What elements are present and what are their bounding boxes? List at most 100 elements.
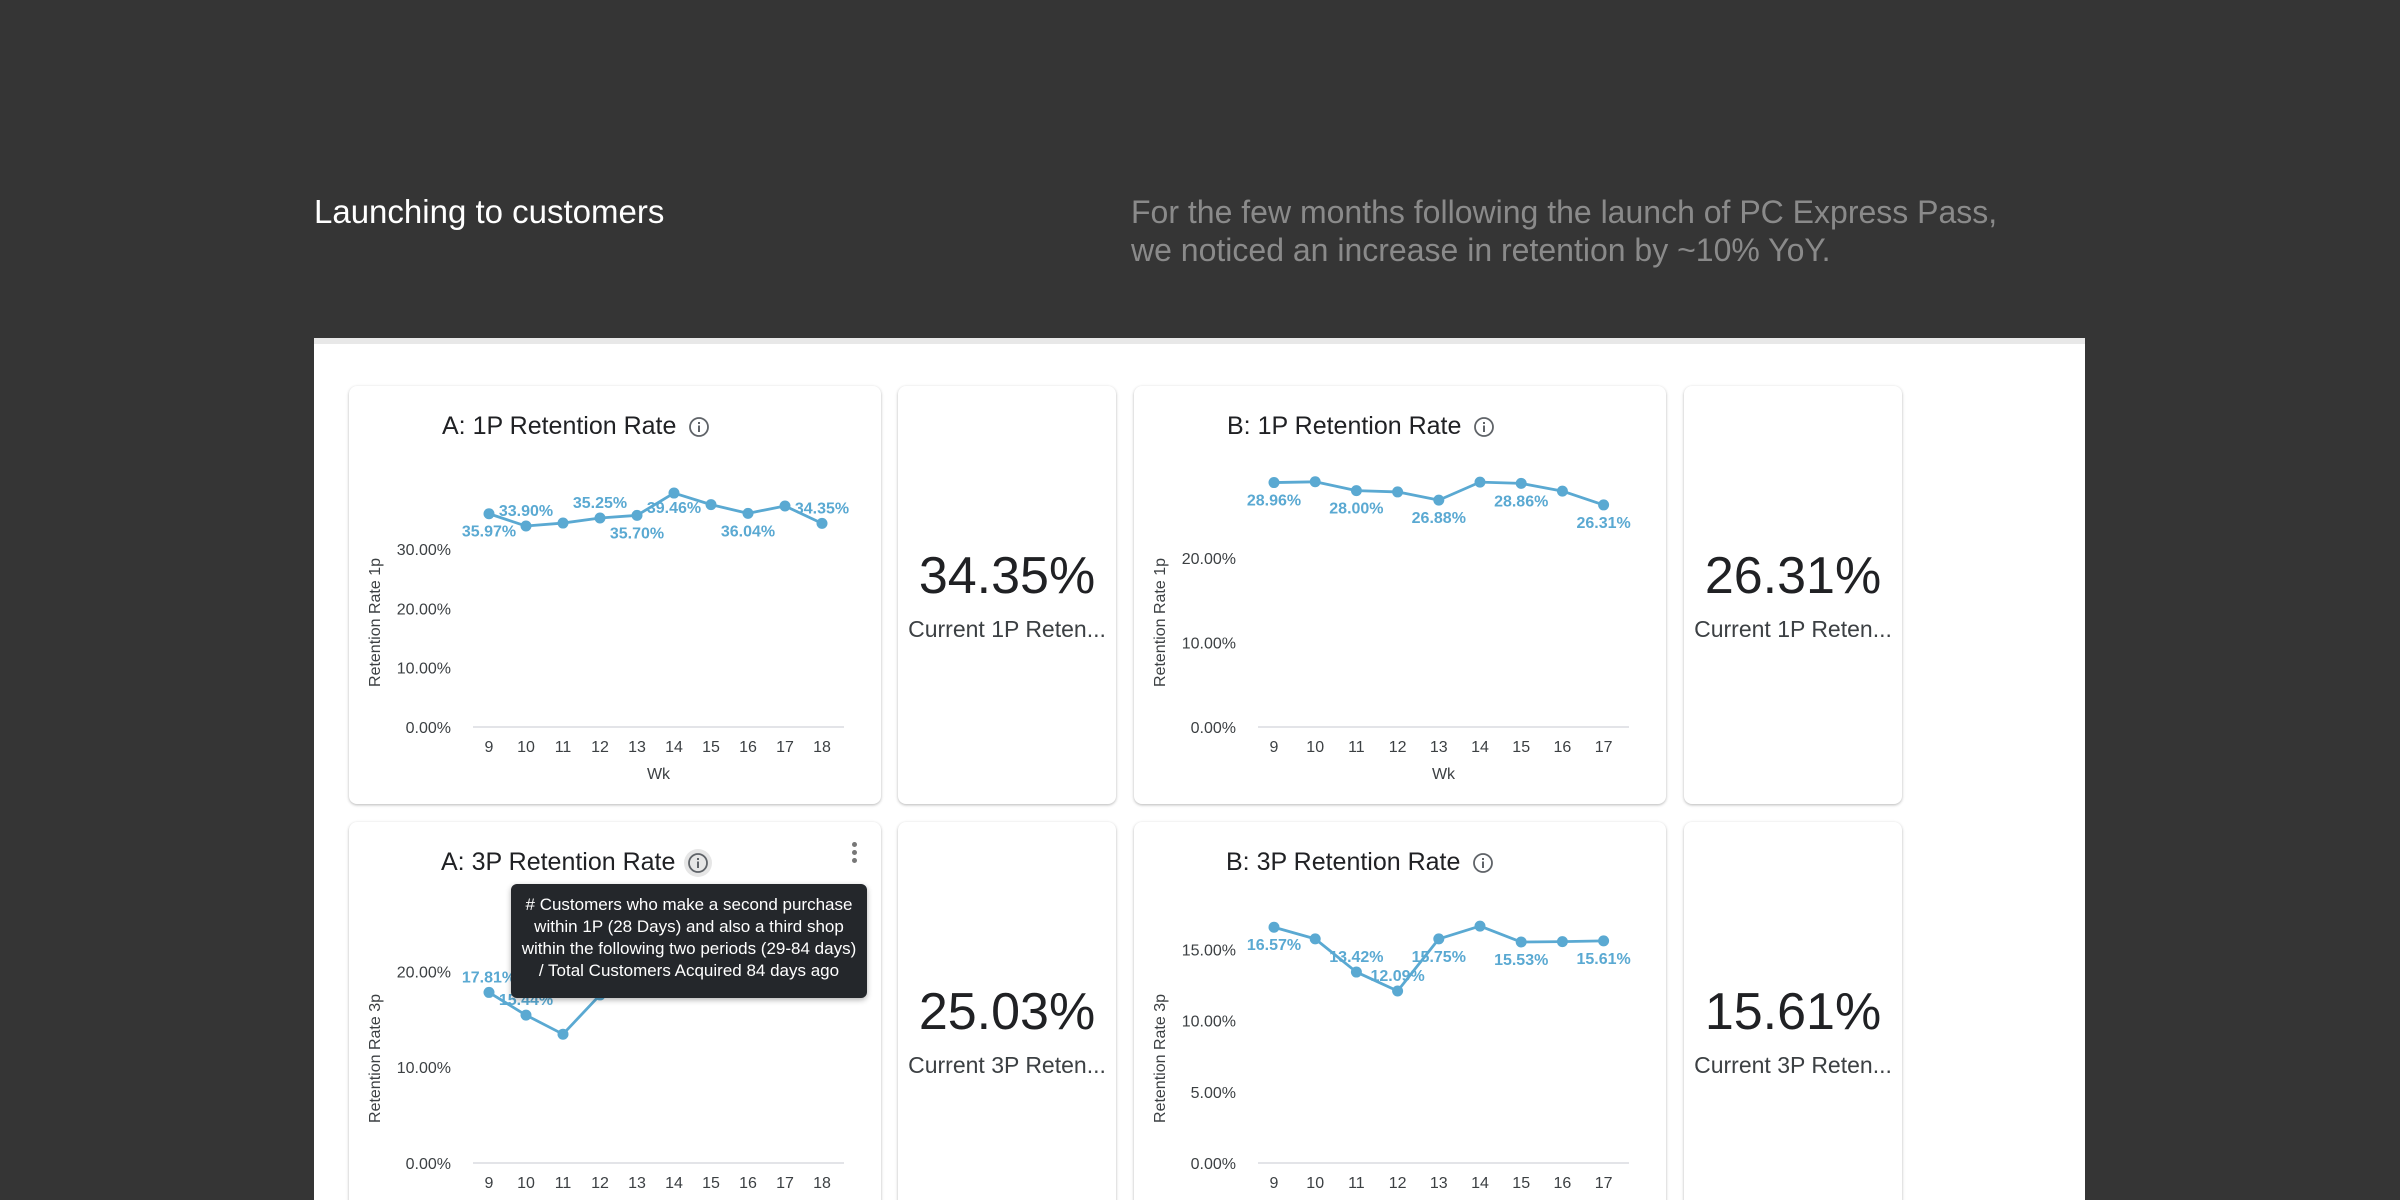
info-icon[interactable]	[684, 848, 713, 877]
x-tick-label: 12	[591, 739, 609, 756]
x-tick-label: 17	[1595, 1175, 1613, 1192]
x-tick-label: 11	[1348, 1175, 1365, 1192]
kpi-card-a-1p[interactable]: 34.35% Current 1P Reten...	[898, 386, 1116, 804]
data-label: 28.00%	[1329, 501, 1383, 518]
x-tick-label: 13	[628, 1175, 646, 1192]
data-label: 15.61%	[1576, 951, 1630, 968]
chart-title-b-1p: B: 1P Retention Rate	[1227, 412, 1495, 441]
y-tick-label: 0.00%	[406, 720, 451, 737]
data-point	[1268, 921, 1280, 933]
data-point	[520, 520, 532, 532]
x-tick-label: 9	[1270, 1175, 1279, 1192]
data-point	[1309, 933, 1321, 945]
data-point	[557, 517, 569, 529]
data-label: 15.75%	[1412, 949, 1466, 966]
data-point	[1474, 920, 1486, 932]
tooltip-line: within the following two periods (29-84 …	[521, 939, 857, 958]
x-tick-label: 11	[1348, 739, 1365, 756]
data-label: 16.57%	[1247, 937, 1301, 954]
x-tick-label: 10	[517, 739, 535, 756]
x-tick-label: 16	[739, 1175, 757, 1192]
x-tick-label: 13	[1430, 739, 1448, 756]
x-tick-label: 13	[1430, 1175, 1448, 1192]
x-tick-label: 10	[1306, 739, 1324, 756]
data-point	[1309, 476, 1321, 488]
chart-title-text: A: 3P Retention Rate	[441, 848, 676, 876]
chart-card-a-1p[interactable]: A: 1P Retention Rate 0.00% 10.00% 20.00% 30…	[349, 386, 881, 804]
data-label: 28.86%	[1494, 493, 1548, 510]
x-tick-label: 12	[1389, 739, 1407, 756]
data-point	[1556, 936, 1568, 948]
x-tick-label: 14	[665, 739, 683, 756]
line-chart-a-3p[interactable]: 0.00% 10.00% 20.00% 9 10 11 12 13 14 15 16 17 18 Rete…	[349, 822, 881, 1200]
data-point	[1268, 477, 1280, 489]
x-tick-label: 15	[702, 739, 720, 756]
x-tick-label: 11	[555, 739, 572, 756]
y-axis-title: Retention Rate 1p	[1152, 558, 1169, 687]
x-tick-label: 12	[591, 1175, 609, 1192]
series-line	[488, 491, 823, 528]
y-tick-label: 20.00%	[397, 601, 451, 618]
data-point	[483, 508, 495, 520]
data-label: 12.09%	[1370, 968, 1424, 985]
x-tick-label: 15	[1512, 1175, 1530, 1192]
line-chart-b-3p[interactable]: 0.00% 5.00% 10.00% 15.00% 9 10 11 12 13 14 15 16 17 R…	[1134, 822, 1666, 1200]
data-label: 33.90%	[499, 503, 553, 520]
x-tick-label: 12	[1389, 1175, 1407, 1192]
kpi-label: Current 1P Reten...	[1694, 616, 1892, 642]
info-icon[interactable]	[688, 416, 710, 438]
data-point	[1474, 476, 1486, 488]
tooltip-line: # Customers who make a second purchase	[525, 895, 853, 914]
x-tick-label: 18	[813, 1175, 831, 1192]
y-tick-label: 0.00%	[1191, 1156, 1236, 1173]
tooltip-line: within 1P (28 Days) and also a third sho…	[534, 917, 844, 936]
kpi-value: 26.31%	[1704, 547, 1882, 605]
x-tick-label: 9	[1270, 739, 1279, 756]
kpi-card-a-3p[interactable]: 25.03% Current 3P Reten...	[898, 822, 1116, 1200]
y-axis-title: Retention Rate 3p	[367, 994, 384, 1123]
data-point	[557, 1028, 569, 1040]
x-tick-label: 15	[702, 1175, 720, 1192]
x-tick-label: 16	[739, 739, 757, 756]
kpi-value: 34.35%	[918, 547, 1096, 605]
data-point	[1392, 486, 1404, 498]
data-point	[1515, 477, 1527, 489]
data-point	[1598, 935, 1610, 947]
chart-card-b-1p[interactable]: B: 1P Retention Rate 0.00% 10.00% 20.00% 9 1…	[1134, 386, 1666, 804]
kpi-label: Current 3P Reten...	[908, 1052, 1106, 1078]
data-point	[779, 500, 791, 512]
description-line-1: For the few months following the launch …	[1131, 194, 1998, 230]
data-point	[1515, 936, 1527, 948]
data-point	[1598, 499, 1610, 511]
info-icon[interactable]	[1472, 852, 1494, 874]
data-point	[1556, 485, 1568, 497]
kpi-card-b-3p[interactable]: 15.61% Current 3P Reten...	[1684, 822, 1902, 1200]
slide-title: Launching to customers	[314, 193, 665, 230]
data-label: 36.04%	[721, 523, 775, 540]
y-tick-label: 20.00%	[397, 964, 451, 981]
data-point	[1433, 933, 1445, 945]
data-label: 35.97%	[462, 524, 516, 541]
kpi-value: 25.03%	[918, 983, 1096, 1041]
x-tick-label: 14	[665, 1175, 683, 1192]
data-point	[742, 507, 754, 519]
info-icon[interactable]	[1473, 416, 1495, 438]
data-point	[631, 509, 643, 521]
line-chart-b-1p[interactable]: 0.00% 10.00% 20.00% 9 10 11 12 13 14 15 16 17 Wk Rete…	[1134, 386, 1666, 804]
x-tick-label: 16	[1554, 1175, 1572, 1192]
kpi-card-b-1p[interactable]: 26.31% Current 1P Reten...	[1684, 386, 1902, 804]
chart-card-a-3p[interactable]: A: 3P Retention Rate 0.00% 10.00% 20.00% 9 1…	[349, 822, 881, 1200]
x-tick-label: 9	[485, 1175, 494, 1192]
info-tooltip: # Customers who make a second purchase w…	[511, 884, 867, 998]
kpi-label: Current 1P Reten...	[908, 616, 1106, 642]
x-tick-label: 11	[555, 1175, 572, 1192]
kebab-menu-icon[interactable]	[849, 840, 859, 866]
line-chart-a-1p[interactable]: 0.00% 10.00% 20.00% 30.00% 9 10 11 12 13 14 15 16 17…	[349, 386, 881, 804]
data-point	[1433, 494, 1445, 506]
x-tick-label: 13	[628, 739, 646, 756]
tooltip-line: / Total Customers Acquired 84 days ago	[538, 961, 840, 980]
data-label: 17.81%	[462, 969, 516, 986]
x-tick-label: 18	[813, 739, 831, 756]
chart-card-b-3p[interactable]: B: 3P Retention Rate 0.00% 5.00% 10.00% 15.…	[1134, 822, 1666, 1200]
y-tick-label: 10.00%	[397, 1060, 451, 1077]
